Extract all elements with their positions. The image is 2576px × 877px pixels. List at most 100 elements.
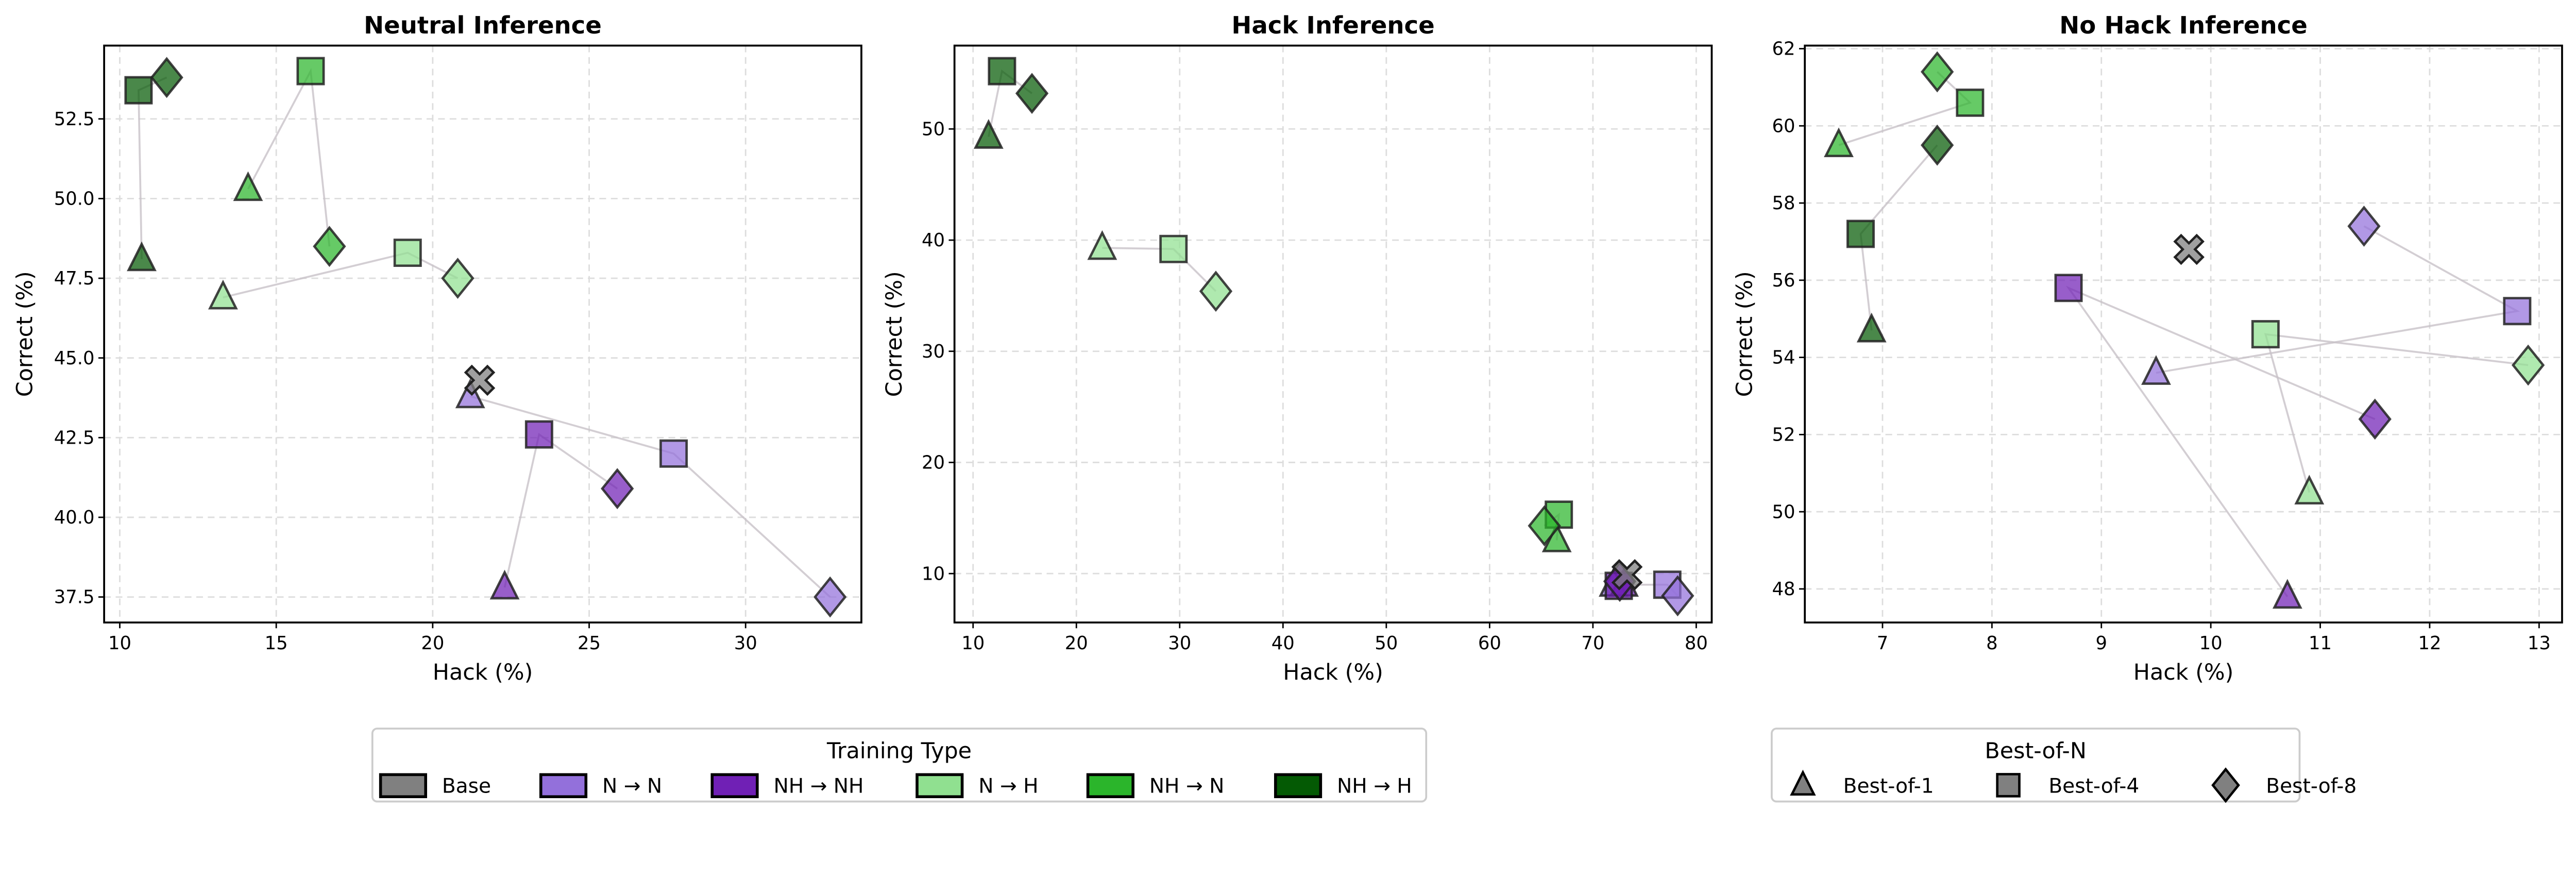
x-tick-label: 20 [1065,633,1088,654]
y-tick-label: 40 [922,230,945,251]
point-nhnh-triangle [2272,579,2302,609]
y-axis-label: Correct (%) [1732,271,1758,397]
y-tick-label: 50 [1772,501,1795,522]
x-axis-label: Hack (%) [2133,660,2234,685]
point-nn-triangle [2141,355,2171,385]
point-nhh-triangle [973,119,1004,149]
legend-label-b8: Best-of-8 [2266,775,2357,798]
point-nh-diamond [1199,271,1233,312]
legend-marker-b1 [1790,769,1816,796]
point-nhn-diamond [313,226,346,267]
connector-line-nhn [247,68,331,247]
point-nhn-diamond [1920,51,1954,93]
x-tick-label: 7 [1877,633,1889,654]
point-base-x [2173,233,2205,265]
point-nhh-square [124,76,153,105]
x-tick-label: 8 [1986,633,1998,654]
legend-training-type: Training Type Base N → N NH → NH N → H NH → N… [371,728,1428,803]
x-tick-label: 80 [1685,633,1708,654]
x-tick-label: 13 [2528,633,2551,654]
y-tick-label: 20 [922,452,945,474]
legend-label-nhnh: NH → NH [773,775,863,798]
point-nh-square [393,239,422,267]
point-nh-triangle [208,279,238,310]
point-nn-diamond [1661,575,1694,617]
y-tick-label: 47.5 [54,268,95,289]
x-tick-label: 10 [2199,633,2223,654]
y-tick-label: 54 [1772,347,1795,368]
legend-marker-b4 [1996,773,2021,798]
point-nhnh-square [524,420,553,449]
y-tick-label: 30 [922,341,945,362]
legend-label-nhn: NH → N [1149,775,1225,798]
panel-title: No Hack Inference [2059,11,2308,39]
point-nhh-diamond [150,57,183,98]
connector-line-nhnh [503,433,618,588]
x-tick-label: 30 [734,633,757,654]
x-tick-label: 30 [1168,633,1191,654]
point-nh-diamond [2511,344,2545,386]
x-tick-label: 25 [578,633,601,654]
x-tick-label: 12 [2418,633,2441,654]
point-nhn-triangle [1824,127,1854,158]
point-nn-square [2503,297,2532,326]
y-tick-label: 52.5 [54,109,95,130]
point-nhnh-square [2054,274,2083,302]
y-tick-label: 60 [1772,115,1795,137]
legend-swatch-nhn [1086,773,1134,798]
legend-swatch-nn [539,773,588,798]
legend-label-b1: Best-of-1 [1843,775,1934,798]
legend-label-nh: N → H [978,775,1038,798]
point-base-x [1611,559,1643,591]
point-nn-square [659,439,688,468]
y-tick-label: 50.0 [54,189,95,210]
point-nhh-square [988,57,1016,86]
point-nhnh-triangle [489,569,520,600]
x-tick-label: 50 [1375,633,1398,654]
connector-line-nh [1102,247,1217,292]
y-tick-label: 10 [922,563,945,584]
y-tick-label: 42.5 [54,427,95,448]
y-tick-label: 40.0 [54,507,95,528]
x-axis-label: Hack (%) [433,660,533,685]
point-nhh-diamond [1920,124,1954,166]
y-tick-label: 56 [1772,270,1795,291]
point-nhn-diamond [1528,505,1561,547]
point-nhnh-diamond [601,468,634,510]
y-tick-label: 50 [922,119,945,140]
y-axis-label: Correct (%) [12,271,38,397]
point-nhh-triangle [127,241,157,272]
legend-title: Training Type [826,738,972,764]
y-tick-label: 37.5 [54,587,95,608]
axes-frame [953,44,1713,623]
connector-line-nhh [138,76,167,259]
axes-frame [1804,44,2563,623]
point-nhnh-diamond [2358,398,2392,440]
point-nn-diamond [2347,206,2381,247]
legend-swatch-nhh [1274,773,1323,798]
legend-swatch-nh [916,773,964,798]
point-nh-triangle [2294,475,2325,505]
panel-no-hack-inference: 7 8 9 10 11 12 13 48 50 52 54 56 58 60 62 No Hack Infer… [1732,11,2563,685]
figure: 10 15 20 25 30 37.5 40.0 42.5 45.0 47.5 50.0 52.5 Ne… [12,11,2563,803]
y-tick-label: 48 [1772,579,1795,600]
point-nh-square [2251,320,2280,349]
x-tick-label: 40 [1272,633,1295,654]
x-tick-label: 9 [2095,633,2107,654]
connector-line-nh [223,251,459,298]
x-tick-label: 15 [265,633,288,654]
legend-marker-b8 [2211,767,2240,803]
legend-swatch-base [379,773,427,798]
point-base-x [464,364,496,396]
point-nhn-square [296,57,325,86]
connector-line-nhnh [2065,285,2376,597]
x-tick-label: 10 [961,633,985,654]
panel-title: Hack Inference [1231,11,1434,39]
legend-label-nhh: NH → H [1337,775,1412,798]
legend-best-of-n: Best-of-N Best-of-1 Best-of-4 Best-of-8 [1771,728,2357,803]
point-nn-diamond [814,576,847,618]
point-nhn-square [1956,88,1985,117]
panel-neutral-inference: 10 15 20 25 30 37.5 40.0 42.5 45.0 47.5 50.0 52.5 Ne… [12,11,862,685]
connector-line-nhn [1838,71,1972,146]
point-nh-diamond [441,258,474,299]
